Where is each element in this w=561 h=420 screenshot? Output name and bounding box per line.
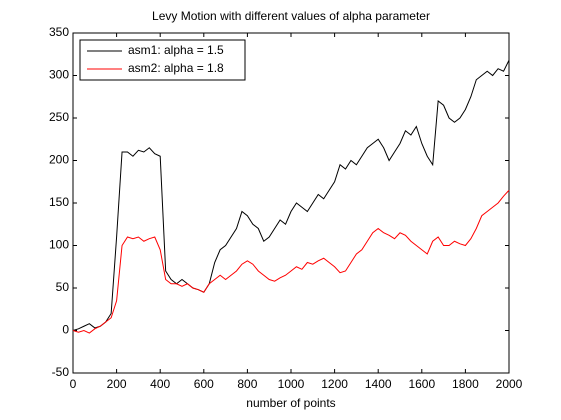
x-tick-label: 1000 bbox=[278, 377, 305, 391]
y-tick-label: 0 bbox=[62, 323, 69, 337]
x-tick-label: 800 bbox=[237, 377, 257, 391]
plot-area bbox=[72, 32, 510, 374]
x-tick-label: 400 bbox=[150, 377, 170, 391]
x-tick-label: 0 bbox=[70, 377, 77, 391]
legend-label: asm1: alpha = 1.5 bbox=[128, 43, 224, 57]
y-tick-label: 300 bbox=[49, 68, 69, 82]
y-tick-label: 250 bbox=[49, 110, 69, 124]
x-tick-label: 200 bbox=[107, 377, 127, 391]
chart-title: Levy Motion with different values of alp… bbox=[152, 9, 430, 23]
x-tick-label: 600 bbox=[194, 377, 214, 391]
x-tick-label: 1400 bbox=[365, 377, 392, 391]
x-tick-label: 2000 bbox=[496, 377, 523, 391]
y-tick-label: -50 bbox=[52, 365, 70, 379]
x-tick-label: 1600 bbox=[408, 377, 435, 391]
y-tick-label: 150 bbox=[49, 195, 69, 209]
x-tick-label: 1800 bbox=[452, 377, 479, 391]
legend-box bbox=[79, 39, 246, 81]
y-tick-label: 200 bbox=[49, 153, 69, 167]
line-series bbox=[72, 189, 510, 334]
line-series bbox=[72, 59, 510, 331]
y-tick-label: 100 bbox=[49, 238, 69, 252]
y-tick-label: 350 bbox=[49, 25, 69, 39]
x-axis-label: number of points bbox=[246, 396, 335, 410]
legend-label: asm2: alpha = 1.8 bbox=[128, 61, 224, 75]
x-tick-label: 1200 bbox=[321, 377, 348, 391]
y-tick-label: 50 bbox=[56, 280, 70, 294]
